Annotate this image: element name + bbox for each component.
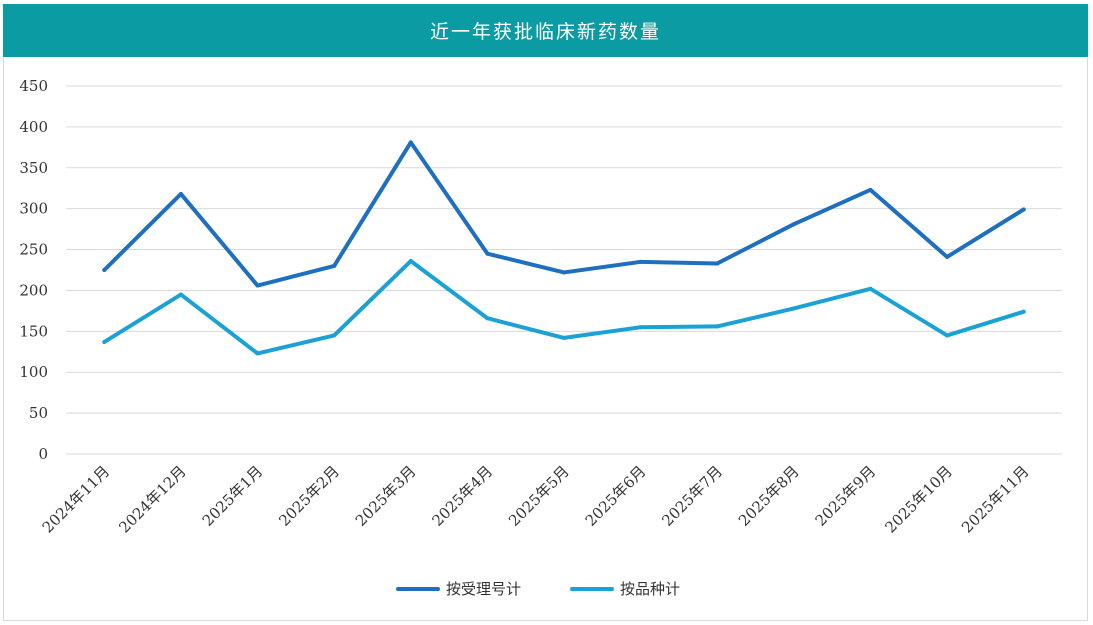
series-lines [102,140,1026,356]
data-point [945,333,950,338]
x-tick-label: 2025年4月 [429,462,497,530]
legend-label-1: 按品种计 [620,580,680,598]
series-line-0 [102,140,1026,288]
data-point [715,261,720,266]
data-point [408,140,413,145]
data-point [178,191,183,196]
x-tick-label: 2025年6月 [582,462,650,530]
x-tick-label: 2025年1月 [199,462,267,530]
data-point [485,251,490,256]
data-point [868,286,873,291]
gridlines [66,85,1062,455]
data-point [868,187,873,192]
y-tick-label: 400 [19,118,48,136]
x-tick-label: 2025年9月 [812,462,880,530]
x-tick-label: 2025年5月 [505,462,573,530]
legend-label-0: 按受理号计 [446,580,521,598]
x-axis: 2024年11月 2024年12月 2025年1月 2025年2月 2025年3月 202… [39,462,1033,536]
data-point [562,270,566,275]
data-point [791,306,796,311]
data-point [255,283,260,288]
chart-frame [3,58,1088,621]
x-tick-label: 2025年3月 [352,462,420,530]
y-tick-label: 300 [19,200,48,218]
x-tick-label: 2025年10月 [881,462,955,536]
data-point [715,324,720,329]
data-point [332,333,337,338]
x-tick-label: 2025年2月 [275,462,343,530]
y-tick-label: 100 [19,363,48,381]
data-point [1021,309,1026,314]
y-tick-label: 150 [19,322,48,340]
x-tick-label: 2025年8月 [735,462,803,530]
y-axis: 0 50 100 150 200 250 300 350 400 450 [19,77,48,463]
x-tick-label: 2025年11月 [958,462,1032,536]
x-tick-label: 2024年12月 [115,462,189,536]
y-tick-label: 450 [19,77,48,95]
x-tick-label: 2024年11月 [39,462,113,536]
y-tick-label: 200 [19,281,48,299]
data-point [255,351,260,356]
data-point [791,222,796,227]
y-tick-label: 250 [19,241,48,259]
data-point [638,325,643,330]
data-point [485,316,490,321]
data-point [332,263,337,268]
chart-title: 近一年获批临床新药数量 [3,4,1088,57]
x-tick-label: 2025年7月 [658,462,726,530]
data-point [102,339,107,344]
data-point [178,292,183,297]
y-tick-label: 50 [29,404,48,422]
data-point [638,259,643,264]
legend: 按受理号计 按品种计 [396,580,680,598]
y-tick-label: 0 [38,445,48,463]
y-tick-label: 350 [19,159,48,177]
data-point [945,254,950,259]
data-point [562,335,566,340]
data-point [408,259,413,264]
data-point [1021,207,1026,212]
data-point [102,268,107,272]
